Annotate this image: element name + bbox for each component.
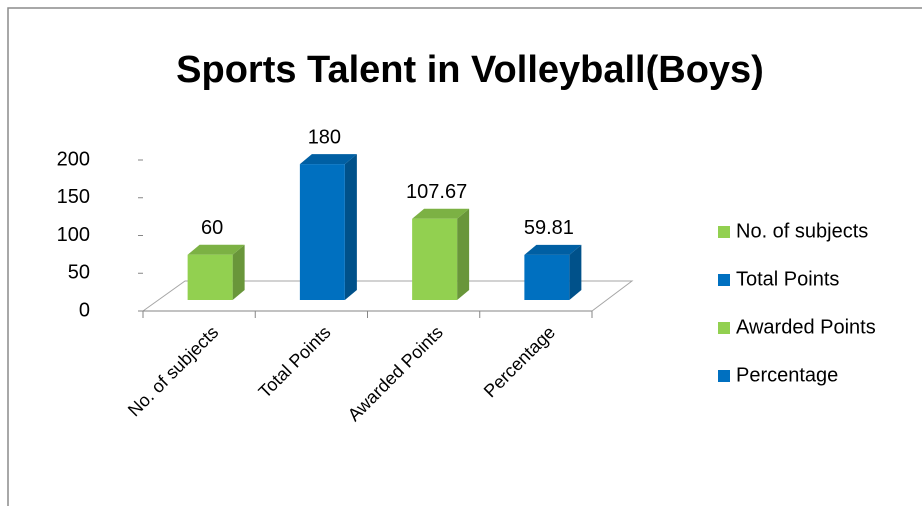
y-tick-label: 0 xyxy=(79,299,90,321)
legend-label: No. of subjects xyxy=(736,220,868,242)
bar xyxy=(299,164,345,300)
bar-top xyxy=(187,244,245,255)
legend-label: Percentage xyxy=(736,364,838,386)
bar-side xyxy=(344,154,357,300)
value-label: 59.81 xyxy=(524,217,574,239)
bar-top xyxy=(412,208,470,219)
chart-title: Sports Talent in Volleyball(Boys) xyxy=(176,49,764,91)
bar-side xyxy=(569,244,582,300)
bar-side xyxy=(232,244,245,300)
y-tick-label: 50 xyxy=(68,262,90,284)
bar xyxy=(412,218,458,300)
legend-label: Awarded Points xyxy=(736,316,876,338)
legend-swatch xyxy=(718,226,730,238)
legend-label: Total Points xyxy=(736,268,839,290)
value-label: 180 xyxy=(308,126,341,148)
bar-top xyxy=(524,244,582,255)
y-tick-label: 100 xyxy=(57,224,90,246)
bar xyxy=(187,254,233,300)
value-label: 60 xyxy=(201,217,223,239)
value-label: 107.67 xyxy=(406,181,467,203)
bar xyxy=(524,254,570,300)
bar-side xyxy=(457,208,470,300)
legend-swatch xyxy=(718,370,730,382)
legend-swatch xyxy=(718,322,730,334)
y-tick-label: 200 xyxy=(57,148,90,170)
legend-swatch xyxy=(718,274,730,286)
bar-top xyxy=(299,154,357,165)
y-tick-label: 150 xyxy=(57,186,90,208)
